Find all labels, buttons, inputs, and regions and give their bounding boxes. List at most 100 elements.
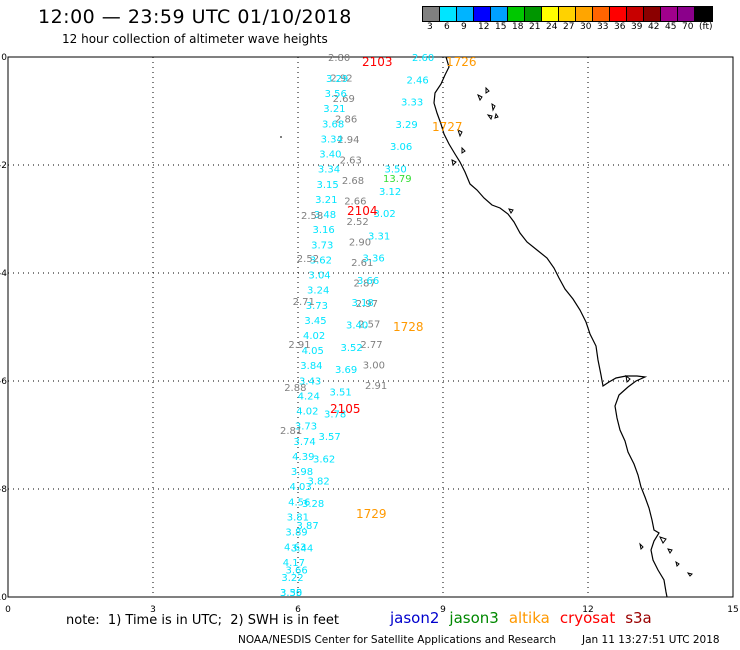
color-swatch [627, 7, 644, 21]
wave-height-value: 2.63 [340, 156, 362, 167]
wave-height-value: 3.82 [308, 477, 330, 488]
color-swatch [491, 7, 508, 21]
color-swatch [593, 7, 610, 21]
wave-height-value: 4.02 [296, 407, 318, 418]
color-swatch [423, 7, 440, 21]
color-scale-label: 24 [546, 22, 558, 32]
color-swatch [559, 7, 576, 21]
wave-height-value: 2.57 [358, 320, 380, 331]
color-scale-label: 18 [512, 22, 524, 32]
color-scale-label: 15 [495, 22, 507, 32]
wave-height-value: 3.34 [318, 165, 340, 176]
footer-note: note: 1) Time is in UTC; 2) SWH is in fe… [66, 613, 339, 628]
x-axis-tick-labels: 0 3 6 9 12 15 [5, 605, 739, 615]
offshore-islands [280, 86, 693, 577]
wave-height-value: 4.03 [289, 482, 311, 493]
wave-height-value: 2.87 [353, 279, 375, 290]
wave-height-value: 3.12 [379, 187, 401, 198]
wave-height-value: 2.52 [347, 217, 369, 228]
wave-height-value: 2.61 [351, 258, 373, 269]
wave-height-value: 3.78 [324, 410, 346, 421]
wave-height-value: 2.69 [333, 94, 355, 105]
color-scale-label: 36 [614, 22, 626, 32]
color-swatch [440, 7, 457, 21]
color-scale-label: 9 [461, 22, 467, 32]
wave-height-value: 4.39 [292, 452, 314, 463]
wave-height-value: 3.34 [321, 134, 343, 145]
wave-height-readings: 2.80 2.92 2.69 2.86 2.94 2.63 2.68 2.66 2.52 2.90… [280, 53, 434, 599]
wave-height-value: 3.81 [287, 512, 309, 523]
y-tick-label: -2 [0, 161, 7, 171]
x-tick-label: 15 [727, 605, 738, 615]
color-scale-label: 21 [529, 22, 541, 32]
wave-height-value: 3.15 [317, 180, 339, 191]
credit-line: NOAA/NESDIS Center for Satellite Applica… [238, 634, 556, 646]
satellite-legend-jason2: jason2 [390, 609, 440, 627]
wave-height-value: 3.68 [322, 119, 344, 130]
wave-height-value: 3.62 [313, 454, 335, 465]
wave-height-value: 3.02 [374, 209, 396, 220]
wave-height-value: 3.45 [304, 316, 326, 327]
satellite-legend-altika: altika [508, 609, 550, 627]
wave-height-value: 3.87 [297, 521, 319, 532]
page-subtitle: 12 hour collection of altimeter wave hei… [62, 32, 328, 46]
pass-number-labels: 2103 1726 1727 2104 1728 2105 1729 [330, 55, 477, 521]
x-tick-label: 3 [150, 605, 156, 615]
wave-height-value: 3.66 [286, 566, 308, 577]
wave-height-value: 3.69 [335, 365, 357, 376]
color-scale-label: 42 [648, 22, 660, 32]
color-swatch [678, 7, 695, 21]
y-axis-tick-labels: 0 -2 -4 -6 -8 -10 [0, 53, 7, 603]
wave-height-value: 2.81 [280, 426, 302, 437]
x-tick-label: 9 [440, 605, 446, 615]
wave-height-value: 3.30 [280, 588, 302, 599]
wave-height-value: 3.21 [323, 104, 345, 115]
wave-height-value: 3.18 [352, 298, 374, 309]
wave-height-value: 3.04 [308, 271, 330, 282]
wave-height-value: 2.60 [412, 53, 434, 64]
wave-height-value: 3.50 [385, 164, 407, 175]
wave-height-value: 3.62 [310, 255, 332, 266]
color-scale-label: 27 [563, 22, 575, 32]
color-scale-bar [422, 6, 713, 22]
color-swatch [457, 7, 474, 21]
wave-height-value: 3.84 [300, 361, 322, 372]
color-scale-label: (ft) [699, 22, 713, 32]
color-swatch [661, 7, 678, 21]
pass-label: 1726 [446, 55, 477, 69]
wave-height-value: 3.89 [285, 528, 307, 539]
wave-height-value: 2.86 [335, 115, 357, 126]
wave-height-value: 4.05 [302, 346, 324, 357]
wave-height-value: 3.57 [319, 432, 341, 443]
color-scale-label: 30 [580, 22, 592, 32]
generated-timestamp: Jan 11 13:27:51 UTC 2018 [582, 634, 720, 646]
color-swatch [508, 7, 525, 21]
color-swatch [525, 7, 542, 21]
wave-height-value: 3.28 [302, 499, 324, 510]
wave-height-value: 4.17 [283, 558, 305, 569]
color-swatch [695, 7, 712, 21]
y-tick-label: 0 [1, 53, 7, 63]
wave-height-value: 3.00 [363, 361, 385, 372]
wave-height-value: 3.44 [291, 543, 313, 554]
wave-height-value: 2.52 [297, 254, 319, 265]
page-title: 12:00 — 23:59 UTC 01/10/2018 [38, 6, 352, 28]
y-tick-label: -10 [0, 593, 7, 603]
wave-height-value: 3.33 [401, 98, 423, 109]
wave-height-value: 4.02 [303, 331, 325, 342]
satellite-legend-s3a: s3a [625, 609, 652, 627]
color-swatch [474, 7, 491, 21]
wave-height-value: 3.55 [280, 588, 302, 599]
wave-height-value: 3.73 [295, 422, 317, 433]
wave-height-value: 3.73 [311, 240, 333, 251]
wave-height-value: 3.29 [326, 74, 348, 85]
y-tick-label: -6 [0, 377, 7, 387]
wave-height-value: 4.56 [288, 497, 310, 508]
wave-height-value: 3.52 [341, 343, 363, 354]
color-swatch [644, 7, 661, 21]
pass-label: 2104 [347, 204, 378, 218]
pass-label: 2103 [362, 55, 393, 69]
x-tick-label: 12 [582, 605, 593, 615]
wave-height-value: 3.36 [363, 254, 385, 265]
